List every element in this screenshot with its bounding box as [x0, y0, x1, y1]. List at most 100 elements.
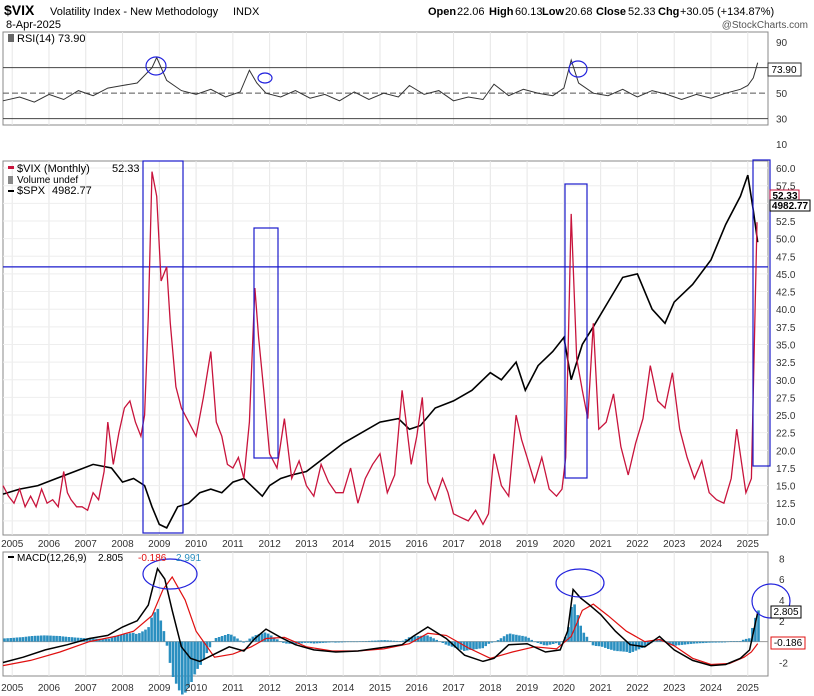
- macd-hist-bar-32: [101, 638, 104, 642]
- macd-hist-bar-212: [653, 641, 656, 642]
- macd-hist-bar-235: [723, 641, 727, 643]
- macd-hist-bar-57: [177, 641, 181, 691]
- macd-xlabel-2016: 2016: [406, 683, 429, 694]
- macd-hist-bar-220: [677, 641, 681, 646]
- price-tick-52.5: 52.5: [776, 217, 796, 228]
- vix-legend-value: 52.33: [112, 163, 140, 175]
- macd-hist-bar-160: [493, 641, 497, 643]
- macd-hist-bar-238: [732, 641, 736, 642]
- macd-hist-bar-236: [726, 641, 730, 643]
- macd-hist-bar-48: [150, 617, 153, 642]
- macd-hist-bar-37: [116, 635, 120, 642]
- price-tick-12.5: 12.5: [776, 499, 796, 510]
- macd-hist-bar-158: [487, 641, 491, 644]
- macd-hist-bar-12: [40, 635, 43, 642]
- macd-hist-bar-208: [640, 641, 644, 648]
- macd-hist-bar-36: [113, 636, 117, 642]
- macd-histogram: [3, 604, 760, 695]
- macd-hist-bar-179: [551, 641, 555, 644]
- macd-hist-bar-62: [193, 641, 196, 675]
- macd-hist-bar-90: [279, 641, 282, 642]
- macd-hist-bar-63: [196, 641, 199, 669]
- rsi-title: RSI(14) 73.90: [17, 33, 85, 45]
- price-xlabel-2006: 2006: [38, 539, 61, 550]
- macd-hist-bar-58: [181, 641, 184, 695]
- rsi-tick-10: 10: [776, 140, 788, 151]
- macd-hist-bar-54: [168, 641, 172, 663]
- macd-hist-bar-38: [119, 634, 123, 642]
- macd-hist-bar-114: [352, 641, 356, 643]
- macd-hist-bar-95: [294, 641, 297, 645]
- macd-xlabel-2023: 2023: [663, 683, 686, 694]
- macd-hist-bar-141: [435, 639, 438, 642]
- low-value: 20.68: [565, 6, 593, 18]
- rsi-tick-50: 50: [776, 89, 788, 100]
- macd-hist-bar-120: [371, 640, 374, 642]
- macd-hist-bar-119: [368, 640, 371, 642]
- price-xlabel-2024: 2024: [700, 539, 723, 550]
- macd-hist-bar-183: [564, 636, 567, 642]
- macd-hist-bar-189: [582, 632, 586, 642]
- price-xlabel-2025: 2025: [737, 539, 760, 550]
- macd-hist-bar-113: [349, 641, 353, 643]
- macd-hist-bar-22: [70, 637, 74, 642]
- macd-hist-bar-92: [285, 641, 288, 644]
- macd-xlabel-2011: 2011: [222, 683, 244, 694]
- macd-hist-bar-9: [30, 636, 34, 642]
- macd-hist-bar-229: [705, 641, 708, 643]
- macd-hist-bar-203: [625, 641, 628, 652]
- rsi-peak-circle-2008: [145, 56, 167, 76]
- macd-hist-bar-110: [340, 641, 343, 643]
- macd-hist-bar-231: [711, 641, 714, 643]
- spx-last-tag-value: 4982.77: [772, 201, 809, 212]
- price-xlabel-2016: 2016: [406, 539, 429, 550]
- macd-hist-bar-1: [6, 638, 9, 642]
- macd-hist-bar-44: [138, 633, 141, 642]
- price-xlabel-2022: 2022: [626, 539, 649, 550]
- macd-hist-bar-34: [107, 638, 110, 642]
- spx-legend-value: 4982.77: [52, 185, 92, 197]
- macd-hist-bar-124: [383, 640, 386, 642]
- macd-hist-bar-80: [248, 638, 251, 642]
- macd-hist-bar-42: [132, 632, 135, 642]
- macd-hist-bar-217: [668, 641, 671, 644]
- price-tick-37.5: 37.5: [776, 323, 796, 334]
- macd-hist-bar-118: [364, 641, 368, 642]
- macd-hist-bar-136: [420, 635, 423, 642]
- macd-hist-bar-195: [600, 641, 604, 647]
- macd-hist-bar-164: [505, 634, 509, 642]
- macd-hist-bar-198: [610, 641, 613, 650]
- macd-hist-bar-165: [508, 633, 512, 642]
- macd-hist-bar-122: [377, 640, 380, 642]
- price-legend: $VIX (Monthly) 52.33 Volume undef $SPX 4…: [8, 163, 140, 197]
- chg-label: Chg: [658, 6, 679, 18]
- macd-hist-bar-41: [128, 633, 132, 642]
- macd-hist-bar-28: [89, 638, 92, 642]
- macd-hist-bar-182: [561, 641, 564, 643]
- macd-hist-bar-108: [334, 641, 337, 643]
- box-2025: [752, 159, 771, 467]
- macd-hist-bar-56: [174, 641, 178, 684]
- macd-hist-bar-2: [9, 638, 12, 642]
- macd-hist-bar-161: [496, 640, 500, 642]
- price-xlabel-2010: 2010: [185, 539, 208, 550]
- macd-hist-bar-53: [165, 641, 169, 646]
- macd-hist-bar-47: [147, 627, 150, 642]
- macd-hist-bar-8: [27, 636, 31, 642]
- macd-legend: MACD(12,26,9) 2.805 -0.186 2.991: [8, 553, 201, 564]
- price-xlabel-2023: 2023: [663, 539, 686, 550]
- macd-hist-bar-21: [67, 637, 71, 642]
- macd-hist-bar-148: [456, 641, 460, 649]
- macd-hist-bar-70: [217, 637, 221, 642]
- macd-tick-6: 6: [779, 575, 785, 586]
- macd-hist-bar-240: [738, 641, 742, 642]
- macd-hist-bar-246: [757, 610, 760, 642]
- macd-hist-bar-123: [380, 640, 383, 642]
- macd-xlabel-2018: 2018: [479, 683, 502, 694]
- macd-hist-bar-100: [309, 641, 313, 644]
- macd-hist-bar-221: [680, 641, 684, 645]
- macd-hist-bar-242: [744, 638, 748, 642]
- chart-header: $VIX Volatility Index - New Methodology …: [4, 2, 808, 31]
- price-xlabel-2012: 2012: [259, 539, 282, 550]
